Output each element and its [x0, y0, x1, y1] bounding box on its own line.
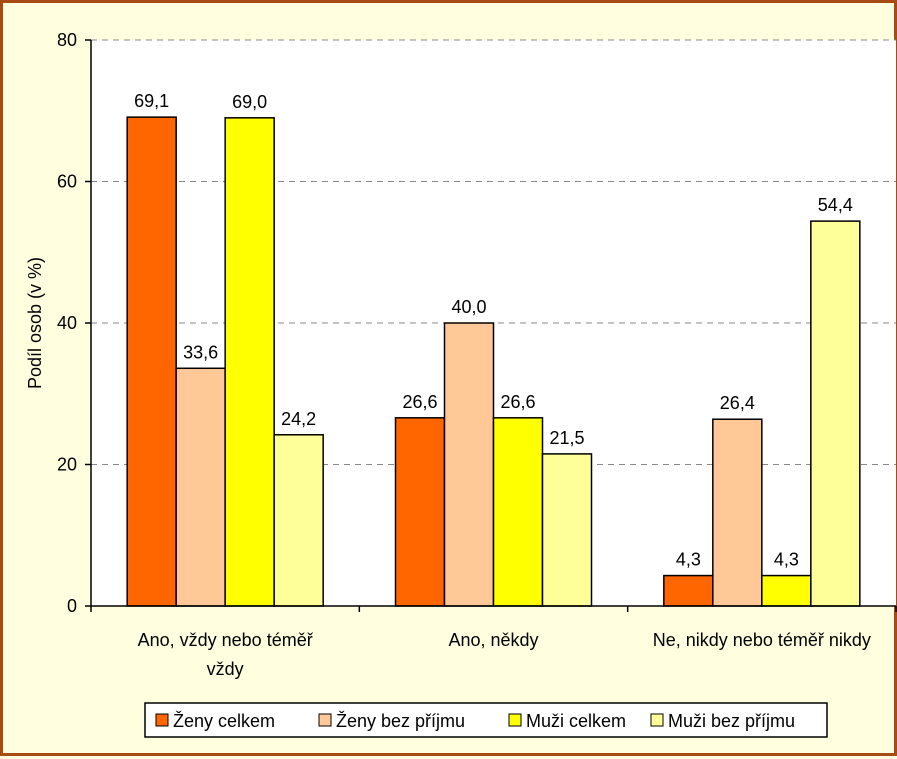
- bar: [394, 417, 446, 607]
- bar: [541, 453, 593, 607]
- data-label: 69,0: [232, 92, 267, 112]
- data-label: 33,6: [183, 342, 218, 362]
- bar: [443, 322, 495, 607]
- legend-swatch: [155, 713, 169, 727]
- data-label: 4,3: [774, 550, 799, 570]
- data-label: 69,1: [134, 91, 169, 111]
- y-tick-label: 40: [57, 313, 77, 333]
- y-tick-label: 60: [57, 172, 77, 192]
- bar: [492, 417, 544, 607]
- bar: [175, 367, 226, 607]
- data-label: 54,4: [818, 195, 853, 215]
- bar: [273, 434, 324, 607]
- bar: [224, 117, 275, 607]
- legend-swatch: [318, 713, 332, 727]
- data-label: 26,6: [402, 392, 437, 412]
- legend-swatch: [650, 713, 664, 727]
- legend-label: Ženy celkem: [173, 711, 275, 731]
- y-tick-label: 0: [67, 596, 77, 616]
- data-label: 21,5: [549, 428, 584, 448]
- x-tick-label: Ano, někdy: [448, 630, 538, 650]
- bar-chart: 69,1 33,6 69,0 24,2 26,6 40,0 26,6 21,5 4,3 26,4 4…: [25, 30, 897, 738]
- legend-label: Ženy bez příjmu: [336, 711, 465, 731]
- y-tick-label: 20: [57, 455, 77, 475]
- bar: [712, 418, 763, 607]
- bar: [810, 220, 861, 607]
- bar: [663, 574, 714, 607]
- x-tick-label: Ano, vždy nebo téměř: [138, 630, 314, 650]
- bar: [761, 574, 812, 607]
- x-tick-label: Ne, nikdy nebo téměř nikdy: [653, 630, 871, 650]
- y-tick-label: 80: [57, 30, 77, 50]
- data-label: 4,3: [676, 550, 701, 570]
- data-label: 26,4: [720, 393, 755, 413]
- legend-swatch: [508, 713, 522, 727]
- y-axis-label: Podíl osob (v %): [25, 257, 45, 389]
- legend-label: Muži celkem: [526, 711, 626, 731]
- bar: [126, 116, 177, 607]
- data-label: 40,0: [451, 297, 486, 317]
- x-tick-label: vždy: [207, 659, 244, 679]
- data-label: 26,6: [500, 392, 535, 412]
- data-label: 24,2: [281, 409, 316, 429]
- legend-box: [144, 702, 828, 738]
- legend-label: Muži bez příjmu: [668, 711, 795, 731]
